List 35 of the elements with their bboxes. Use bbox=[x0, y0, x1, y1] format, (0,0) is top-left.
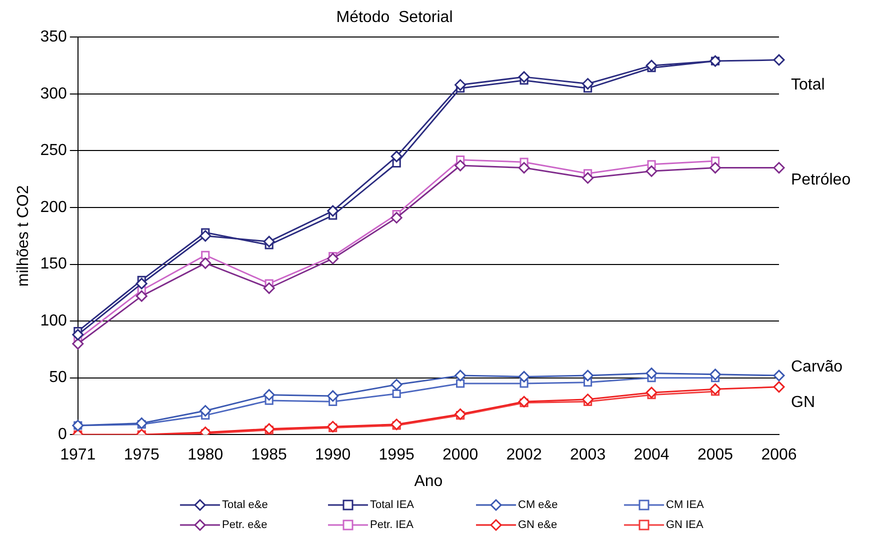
text: Petróleo bbox=[791, 172, 851, 189]
x-tick-label: 2002 bbox=[506, 446, 542, 464]
legend-label: Petr. IEA bbox=[370, 519, 414, 531]
x-tick-label: 1971 bbox=[60, 446, 96, 464]
y-axis-title: milhões t CO2 bbox=[15, 185, 32, 287]
y-tick-label: 150 bbox=[40, 256, 67, 273]
legend-label: CM e&e bbox=[518, 499, 558, 511]
y-tick-label: 250 bbox=[40, 142, 67, 160]
x-tick-label: 1975 bbox=[124, 446, 160, 464]
text: GN bbox=[791, 394, 815, 412]
x-tick-label: 1990 bbox=[315, 446, 351, 464]
y-tick-label: 0 bbox=[58, 426, 67, 444]
legend-label: Total e&e bbox=[222, 499, 268, 511]
legend-label: Petr. e&e bbox=[222, 519, 268, 531]
legend-label: GN IEA bbox=[666, 519, 704, 531]
x-tick-label: 2000 bbox=[442, 446, 478, 464]
y-tick-label: 300 bbox=[40, 85, 67, 102]
y-tick-label: 350 bbox=[40, 28, 67, 46]
legend-label: GN e&e bbox=[518, 519, 558, 531]
text: Carvão bbox=[791, 358, 843, 376]
x-tick-label: 1980 bbox=[188, 446, 224, 464]
x-tick-label: 2006 bbox=[761, 446, 797, 464]
x-axis-title: Ano bbox=[414, 472, 443, 490]
x-tick-label: 2005 bbox=[697, 446, 734, 464]
legend-label: CM IEA bbox=[666, 499, 704, 511]
x-tick-label: 2003 bbox=[570, 446, 606, 464]
text: Total bbox=[791, 76, 825, 94]
y-tick-label: 200 bbox=[40, 198, 67, 216]
y-tick-label: 100 bbox=[40, 312, 67, 330]
x-tick-label: 2004 bbox=[634, 446, 670, 464]
y-tick-label: 50 bbox=[49, 369, 67, 386]
x-tick-label: 1995 bbox=[378, 446, 414, 464]
chart-title: Método Setorial bbox=[336, 9, 453, 26]
x-tick-label: 1985 bbox=[251, 446, 288, 464]
legend-label: Total IEA bbox=[370, 499, 414, 511]
